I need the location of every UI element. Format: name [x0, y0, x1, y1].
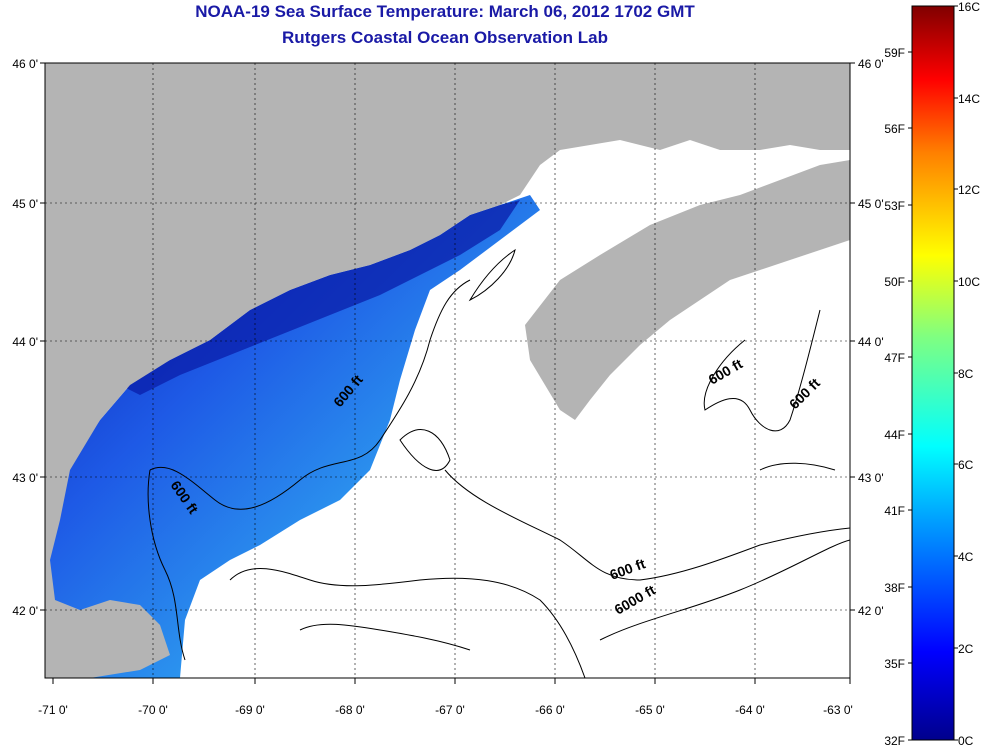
lon-tick-label: -65 0' [635, 703, 665, 717]
colorbar-fahrenheit-label: 56F [884, 122, 905, 136]
colorbar-fahrenheit-label: 38F [884, 581, 905, 595]
lon-tick-label: -63 0' [823, 703, 853, 717]
colorbar-celsius-label: 4C [958, 550, 974, 564]
colorbar-celsius-label: 2C [958, 642, 974, 656]
longitude-axis [52, 678, 851, 684]
colorbar-fahrenheit-label: 47F [884, 351, 905, 365]
lat-tick-label: 43 0' [12, 471, 38, 485]
colorbar-fahrenheit-label: 50F [884, 275, 905, 289]
colorbar-celsius-label: 0C [958, 734, 974, 748]
land-nova-scotia [525, 160, 850, 420]
lat-tick-label-right: 43 0' [858, 471, 884, 485]
lat-tick-label-right: 45 0' [858, 197, 884, 211]
land-new-england [45, 63, 850, 678]
sst-dark-coastal [120, 200, 520, 395]
lon-tick-label: -71 0' [38, 703, 68, 717]
lon-tick-label: -64 0' [735, 703, 765, 717]
colorbar-celsius-label: 10C [958, 275, 980, 289]
lat-tick-label: 45 0' [12, 197, 38, 211]
colorbar-ticks [954, 5, 958, 741]
colorbar-fahrenheit-ticks [908, 51, 912, 741]
colorbar-celsius-label: 16C [958, 0, 980, 14]
lon-tick-label: -69 0' [235, 703, 265, 717]
land-pei-nb [640, 63, 850, 150]
colorbar-fahrenheit-label: 35F [884, 657, 905, 671]
lat-tick-label-right: 42 0' [858, 604, 884, 618]
lat-tick-label-right: 46 0' [858, 57, 884, 71]
lon-tick-label: -66 0' [535, 703, 565, 717]
lat-tick-label: 44 0' [12, 335, 38, 349]
map-title: NOAA-19 Sea Surface Temperature: March 0… [195, 2, 695, 21]
colorbar-celsius-label: 14C [958, 92, 980, 106]
colorbar [911, 5, 955, 741]
plot-frame [44, 62, 851, 679]
colorbar-fahrenheit-label: 53F [884, 199, 905, 213]
graticule [45, 63, 850, 678]
colorbar-fahrenheit-label: 41F [884, 504, 905, 518]
lat-tick-label: 46 0' [12, 57, 38, 71]
colorbar-fahrenheit-label: 32F [884, 734, 905, 748]
lat-tick-label: 42 0' [12, 604, 38, 618]
lon-tick-label: -70 0' [138, 703, 168, 717]
sst-swath [45, 195, 540, 678]
bathymetry-contours [147, 248, 850, 678]
map-subtitle: Rutgers Coastal Ocean Observation Lab [282, 28, 608, 47]
colorbar-fahrenheit-label: 44F [884, 428, 905, 442]
lon-tick-label: -68 0' [335, 703, 365, 717]
colorbar-celsius-label: 6C [958, 458, 974, 472]
lat-tick-label-right: 44 0' [858, 335, 884, 349]
colorbar-celsius-label: 8C [958, 367, 974, 381]
lon-tick-label: -67 0' [435, 703, 465, 717]
colorbar-fahrenheit-label: 59F [884, 46, 905, 60]
latitude-axis [40, 62, 855, 611]
colorbar-celsius-label: 12C [958, 183, 980, 197]
